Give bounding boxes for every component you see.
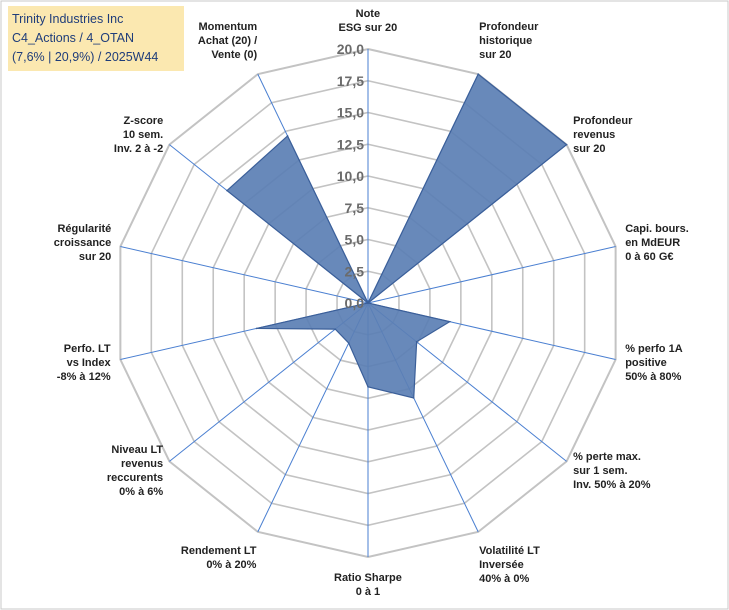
axis-label-line: revenus [573, 128, 616, 141]
axis-label-1: Profondeur historique sur 20 [479, 20, 538, 62]
tick-label-7: 17,5 [337, 73, 364, 89]
axis-label-line: reccurents [106, 472, 164, 485]
axis-label-13: Momentum Achat (20) / Vente (0) [198, 20, 257, 62]
series-layer [226, 73, 568, 399]
info-category: C4_Actions / 4_OTAN [12, 31, 135, 45]
axis-label-line: 0 à 60 G€ [625, 250, 674, 263]
data-point-13 [286, 135, 289, 137]
axis-label-line: ESG sur 20 [338, 22, 398, 34]
axis-label-line: Profondeur [573, 114, 633, 127]
axis-label-line: 50% à 80% [625, 371, 682, 384]
axis-label-line: Achat (20) / [197, 34, 258, 47]
data-point-11 [367, 302, 369, 304]
axis-label-3: Capi. bours. en MdEUR 0 à 60 G€ [625, 222, 689, 264]
info-company: Trinity Industries Inc [12, 12, 124, 26]
data-point-1 [477, 73, 480, 75]
axis-label-line: % perfo 1A [625, 343, 683, 356]
axis-label-line: Volatilité LT [479, 545, 540, 558]
data-point-2 [565, 143, 568, 146]
axis-label-5: % perte max. sur 1 sem. Inv. 50% à 20% [573, 450, 650, 492]
axis-label-line: en MdEUR [625, 236, 681, 249]
axis-label-line: Note [355, 8, 381, 20]
info-period: (7,6% | 20,9%) / 2025W44 [12, 50, 159, 64]
axis-label-line: 0% à 20% [206, 559, 257, 572]
axis-label-line: Régularité [57, 222, 112, 235]
axis-label-11: Régularité croissance sur 20 [54, 222, 111, 264]
axis-label-line: 0% à 6% [119, 486, 164, 499]
axis-label-7: Ratio Sharpe 0 à 1 [334, 571, 402, 599]
axis-label-line: 0 à 1 [355, 586, 381, 598]
data-point-6 [412, 397, 415, 399]
axis-label-12: Z-score 10 sem. Inv. 2 à -2 [114, 114, 163, 156]
axis-label-8: Rendement LT 0% à 20% [181, 544, 257, 572]
data-point-4 [448, 320, 451, 323]
axis-label-line: -8% à 12% [56, 371, 111, 384]
tick-label-1: 2,5 [345, 263, 365, 279]
tick-label-8: 20,0 [337, 41, 364, 57]
axis-label-0: Note ESG sur 20 [339, 7, 398, 35]
axis-label-line: sur 20 [78, 250, 112, 263]
axis-label-6: Volatilité LT Inversée 40% à 0% [479, 544, 540, 586]
axis-label-line: historique [479, 34, 533, 47]
tick-label-5: 12,5 [337, 136, 364, 152]
axis-label-line: sur 20 [573, 142, 606, 155]
axis-label-line: sur 20 [479, 48, 512, 61]
axis-label-line: revenus [120, 458, 164, 471]
axis-label-10: Perfo. LT vs Index -8% à 12% [57, 342, 111, 384]
tick-label-6: 15,0 [337, 105, 364, 121]
axis-label-line: Inv. 2 à -2 [113, 142, 164, 155]
axis-label-line: Niveau LT [111, 444, 164, 457]
axis-label-line: Perfo. LT [63, 343, 111, 356]
axis-label-2: Profondeur revenus sur 20 [573, 114, 632, 156]
axis-label-line: Inv. 50% à 20% [573, 479, 651, 492]
data-point-10 [255, 327, 258, 330]
axis-label-line: 40% à 0% [479, 573, 530, 586]
axis-label-line: Vente (0) [211, 48, 258, 61]
data-point-12 [226, 189, 228, 192]
axis-label-line: Ratio Sharpe [334, 572, 402, 584]
data-point-8 [347, 342, 350, 344]
axis-label-line: croissance [53, 236, 112, 249]
tick-label-0: 0,0 [345, 295, 365, 311]
axis-label-9: Niveau LT revenus reccurents 0% à 6% [107, 443, 163, 499]
axis-label-line: positive [625, 357, 667, 370]
axis-label-line: Momentum [198, 20, 258, 33]
axis-label-line: Rendement LT [180, 545, 257, 558]
tick-layer: 0,0 2,5 5,0 7,5 10,0 12,5 15,0 17,5 20,0 [337, 41, 364, 311]
axis-spoke-11 [120, 245, 369, 304]
tick-label-4: 10,0 [337, 168, 364, 184]
axis-label-line: sur 1 sem. [573, 465, 628, 478]
data-point-9 [334, 328, 337, 330]
info-box: Trinity Industries Inc C4_Actions / 4_OT… [8, 6, 184, 71]
axis-label-line: Capi. bours. [625, 222, 689, 235]
axis-label-line: 10 sem. [122, 128, 164, 141]
data-point-7 [367, 386, 369, 388]
axis-label-line: Inversée [479, 559, 524, 572]
data-point-5 [415, 341, 418, 343]
axis-spoke-3 [367, 245, 616, 304]
tick-label-2: 5,0 [345, 232, 365, 248]
axis-label-line: % perte max. [573, 451, 641, 464]
tick-label-3: 7,5 [345, 200, 365, 216]
axis-label-line: Profondeur [479, 20, 539, 33]
axis-label-4: % perfo 1A positive 50% à 80% [625, 342, 682, 384]
axis-label-line: vs Index [66, 357, 111, 370]
axis-label-line: Z-score [123, 114, 164, 127]
